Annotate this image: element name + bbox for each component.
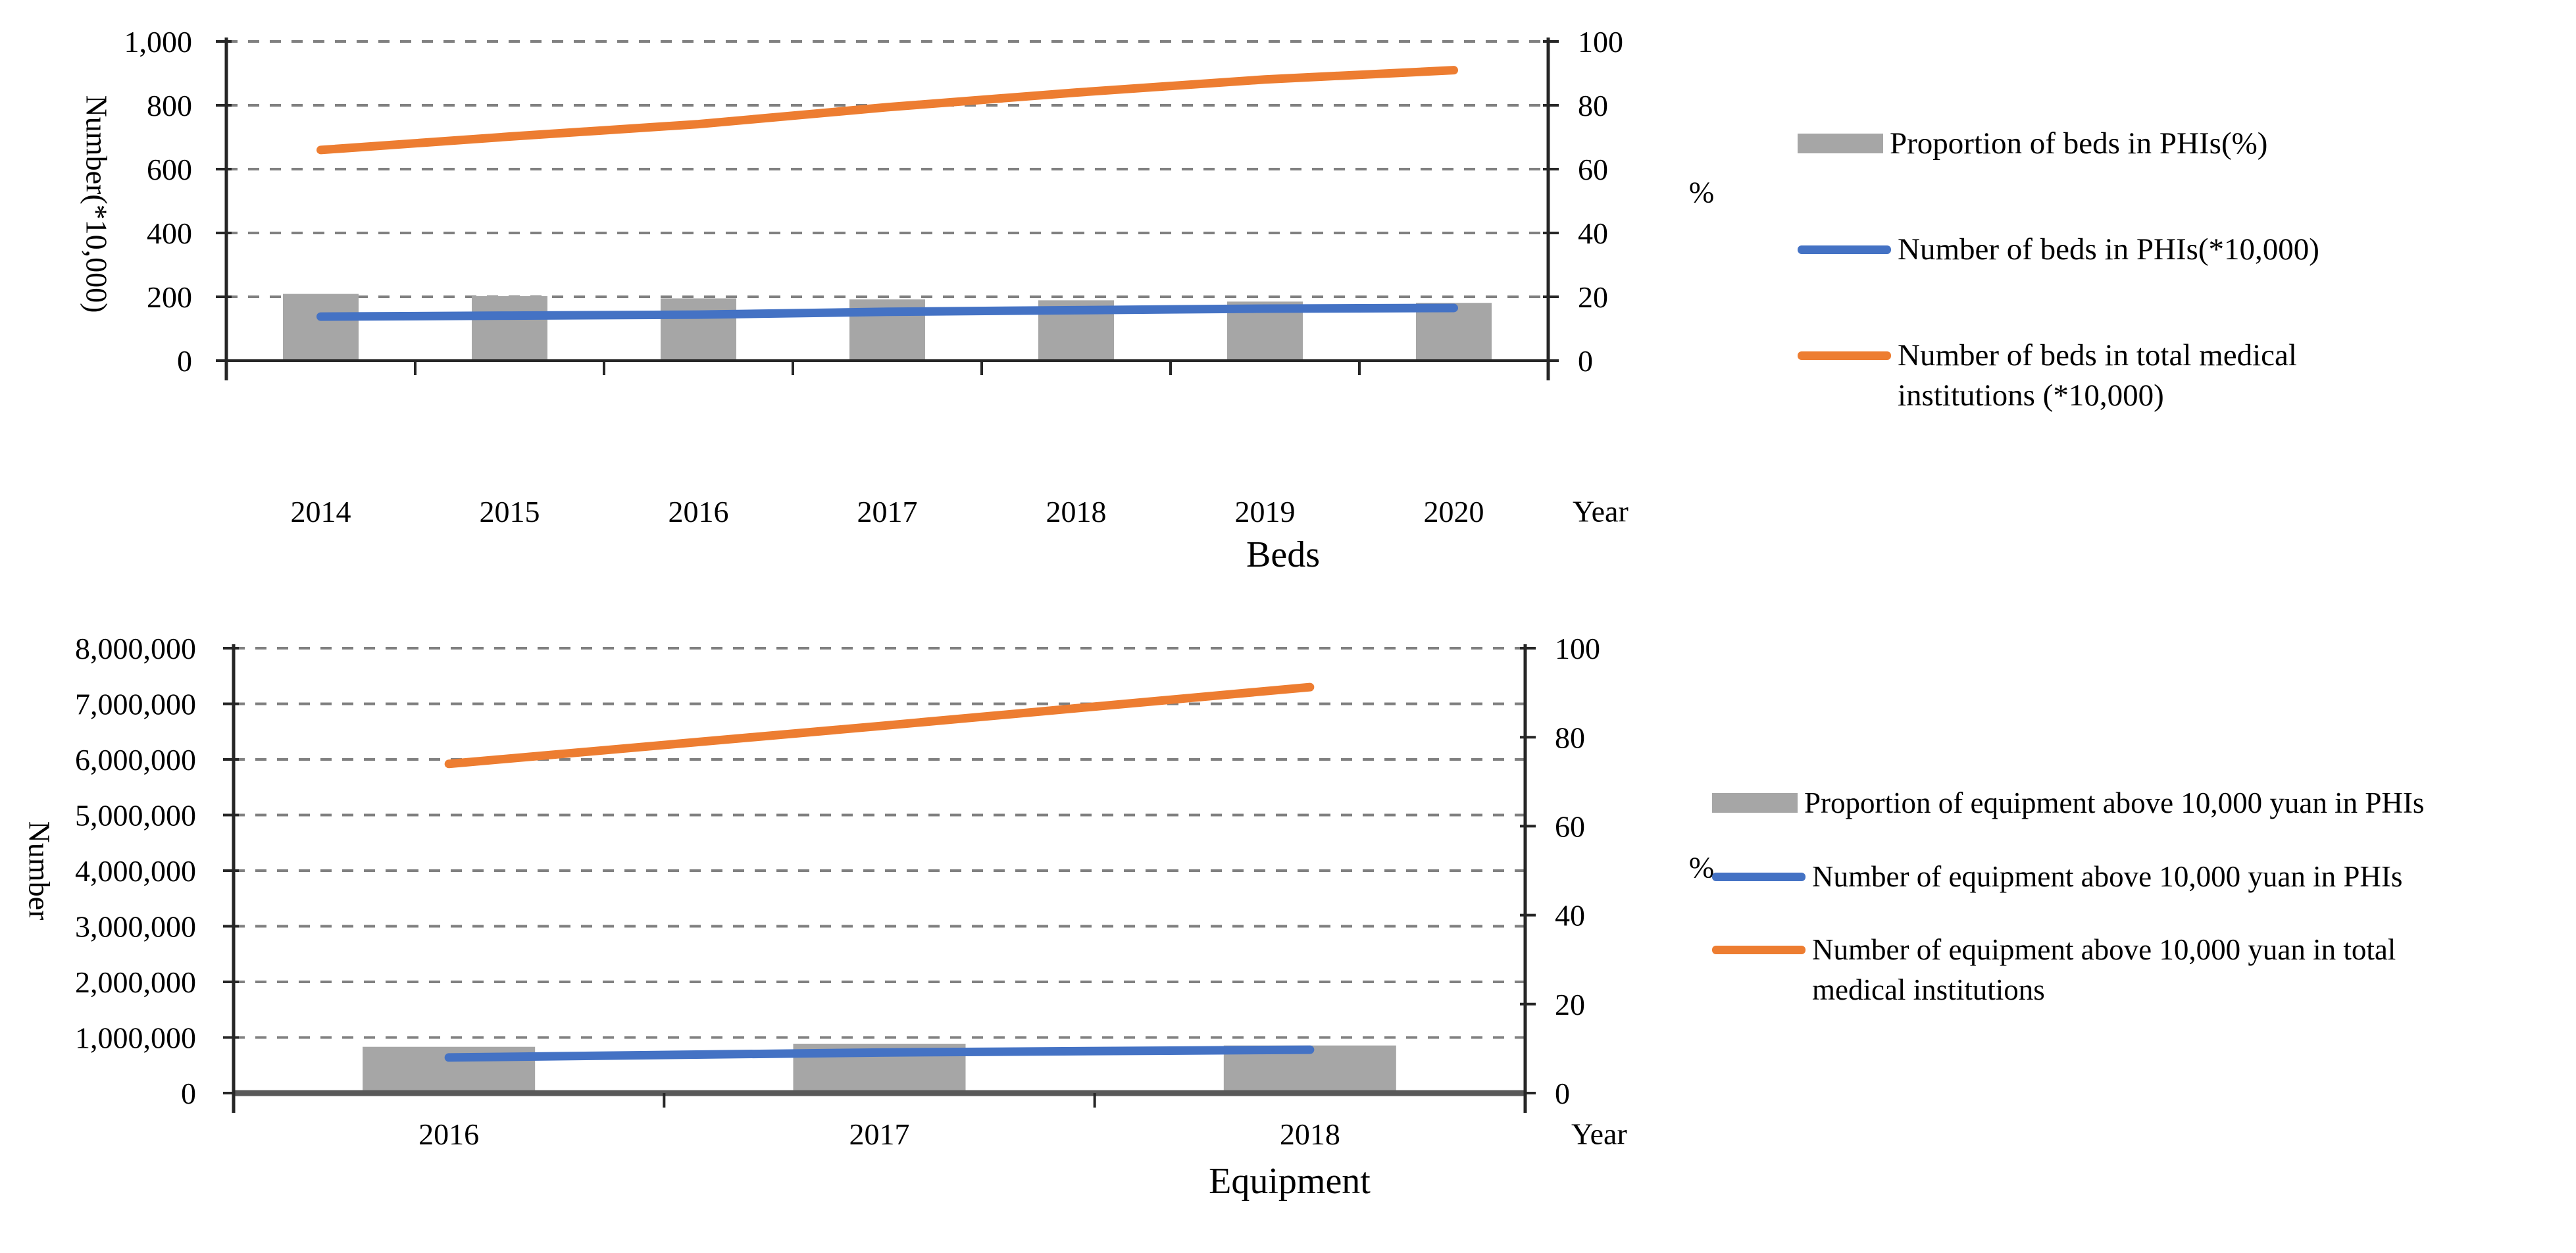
- beds-left-axis-title: Number(*10,000): [80, 95, 114, 313]
- orange-series-line: [316, 66, 1458, 155]
- axis-tick-label: 0: [177, 344, 192, 378]
- axis-tick-label: 2020: [1424, 495, 1484, 528]
- bar-2020: [1416, 303, 1492, 361]
- legend-label: Number of equipment above 10,000 yuan in…: [1812, 933, 2396, 1006]
- axis-tick-label: 600: [147, 153, 192, 186]
- equipment-chart: 0 1,000,000 2,000,000 3,000,000 4,000,000 5,0…: [75, 632, 1600, 1151]
- axis-tick-label: 6,000,000: [75, 743, 196, 777]
- axis-tick-label: 60: [1555, 810, 1585, 844]
- bar-swatch-icon: [1798, 134, 1883, 153]
- orange-series-line: [444, 682, 1315, 769]
- beds-chart-title: Beds: [1246, 534, 1320, 575]
- blue-series-line: [444, 1045, 1315, 1062]
- legend-label: Proportion of equipment above 10,000 yua…: [1804, 786, 2425, 819]
- beds-x-axis-title: Year: [1573, 494, 1629, 528]
- line-swatch-icon: [1712, 872, 1806, 881]
- axis-tick-label: 0: [1578, 344, 1593, 378]
- legend-label: Number of beds in PHIs(*10,000): [1898, 232, 2319, 267]
- equipment-right-axis-title: %: [1688, 850, 1715, 884]
- line-swatch-icon: [1798, 245, 1891, 254]
- axis-tick-label: 7,000,000: [75, 688, 196, 721]
- axis-tick-label: 2019: [1235, 495, 1296, 528]
- axis-tick-label: 100: [1555, 632, 1600, 665]
- axis-tick-label: 200: [147, 280, 192, 314]
- axis-tick-label: 80: [1555, 721, 1585, 754]
- bar-2015: [472, 296, 547, 361]
- axis-tick-label: 100: [1578, 25, 1623, 59]
- axis-tick-label: 0: [1555, 1077, 1570, 1110]
- bar-2014: [283, 294, 359, 361]
- line-swatch-icon: [1712, 946, 1806, 954]
- axis-tick-label: 20: [1578, 280, 1608, 314]
- axis-tick-label: 2014: [291, 495, 351, 528]
- legend-item: Number of beds in total medical institut…: [1798, 336, 2371, 416]
- axis-tick-label: 800: [147, 89, 192, 122]
- legend-label: Proportion of beds in PHIs(%): [1890, 126, 2268, 161]
- axis-tick-label: 2016: [669, 495, 729, 528]
- axis-tick-label: 400: [147, 217, 192, 250]
- legend-item: Number of equipment above 10,000 yuan in…: [1712, 930, 2490, 1010]
- legend-item: Number of beds in PHIs(*10,000): [1798, 230, 2319, 269]
- legend-item: Proportion of beds in PHIs(%): [1798, 124, 2267, 163]
- blue-series-line: [316, 303, 1458, 321]
- axis-tick-label: 4,000,000: [75, 854, 196, 888]
- legend-label: Number of equipment above 10,000 yuan in…: [1812, 859, 2403, 893]
- beds-right-axis-title: %: [1688, 175, 1715, 209]
- axis-tick-label: 2018: [1046, 495, 1107, 528]
- axis-tick-label: 80: [1578, 89, 1608, 122]
- equipment-left-axis-title: Number: [22, 821, 57, 921]
- equipment-x-axis-title: Year: [1571, 1117, 1627, 1151]
- axis-tick-label: 2,000,000: [75, 965, 196, 999]
- beds-chart: 0 200 400 600 800 1,000 0 20 40 60 80 100 2014 2015 20…: [124, 25, 1624, 528]
- legend-label: Number of beds in total medical institut…: [1898, 338, 2297, 413]
- bar-swatch-icon: [1712, 793, 1798, 813]
- axis-tick-label: 60: [1578, 153, 1608, 186]
- axis-tick-label: 2017: [849, 1117, 910, 1151]
- axis-tick-label: 2018: [1280, 1117, 1340, 1151]
- axis-tick-label: 3,000,000: [75, 910, 196, 944]
- legend-item: Number of equipment above 10,000 yuan in…: [1712, 857, 2402, 896]
- axis-tick-label: 2016: [418, 1117, 479, 1151]
- axis-tick-label: 1,000,000: [75, 1021, 196, 1055]
- axis-tick-label: 8,000,000: [75, 632, 196, 665]
- legend-item: Proportion of equipment above 10,000 yua…: [1712, 783, 2424, 823]
- axis-tick-label: 2015: [480, 495, 540, 528]
- axis-tick-label: 2017: [857, 495, 918, 528]
- axis-tick-label: 0: [181, 1077, 196, 1110]
- axis-tick-label: 40: [1578, 217, 1608, 250]
- line-swatch-icon: [1798, 351, 1891, 360]
- axis-tick-label: 20: [1555, 988, 1585, 1021]
- equipment-chart-title: Equipment: [1209, 1161, 1371, 1202]
- bar-2016: [661, 298, 736, 361]
- axis-tick-label: 40: [1555, 899, 1585, 933]
- axis-tick-label: 5,000,000: [75, 799, 196, 832]
- axis-tick-label: 1,000: [124, 25, 193, 59]
